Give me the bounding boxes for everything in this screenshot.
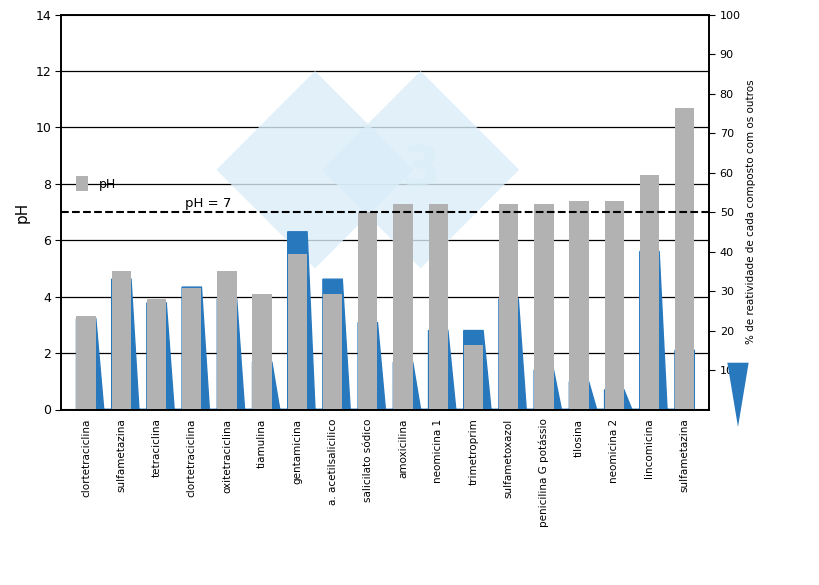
Text: 3: 3: [400, 143, 439, 197]
Bar: [111, 271, 131, 410]
Y-axis label: pH: pH: [15, 201, 29, 223]
Y-axis label: % de reatividade de cada composto com os outros: % de reatividade de cada composto com os…: [745, 80, 755, 345]
Bar: [323, 294, 342, 410]
Polygon shape: [216, 71, 413, 269]
Bar: [533, 204, 553, 410]
Bar: [568, 201, 588, 410]
Bar: [464, 345, 482, 410]
Polygon shape: [322, 71, 518, 269]
Bar: [182, 288, 201, 409]
Bar: [147, 300, 166, 409]
Bar: [639, 176, 658, 410]
Text: pH = 7: pH = 7: [184, 197, 231, 210]
Polygon shape: [76, 232, 694, 410]
Bar: [76, 316, 96, 410]
Bar: [358, 212, 377, 410]
Bar: [217, 271, 237, 410]
Bar: [674, 108, 694, 410]
Bar: [393, 204, 412, 410]
Bar: [604, 201, 623, 410]
Bar: [428, 204, 447, 410]
Bar: [498, 204, 518, 410]
Bar: [287, 254, 306, 410]
Bar: [252, 294, 272, 410]
Legend: pH: pH: [71, 171, 120, 196]
